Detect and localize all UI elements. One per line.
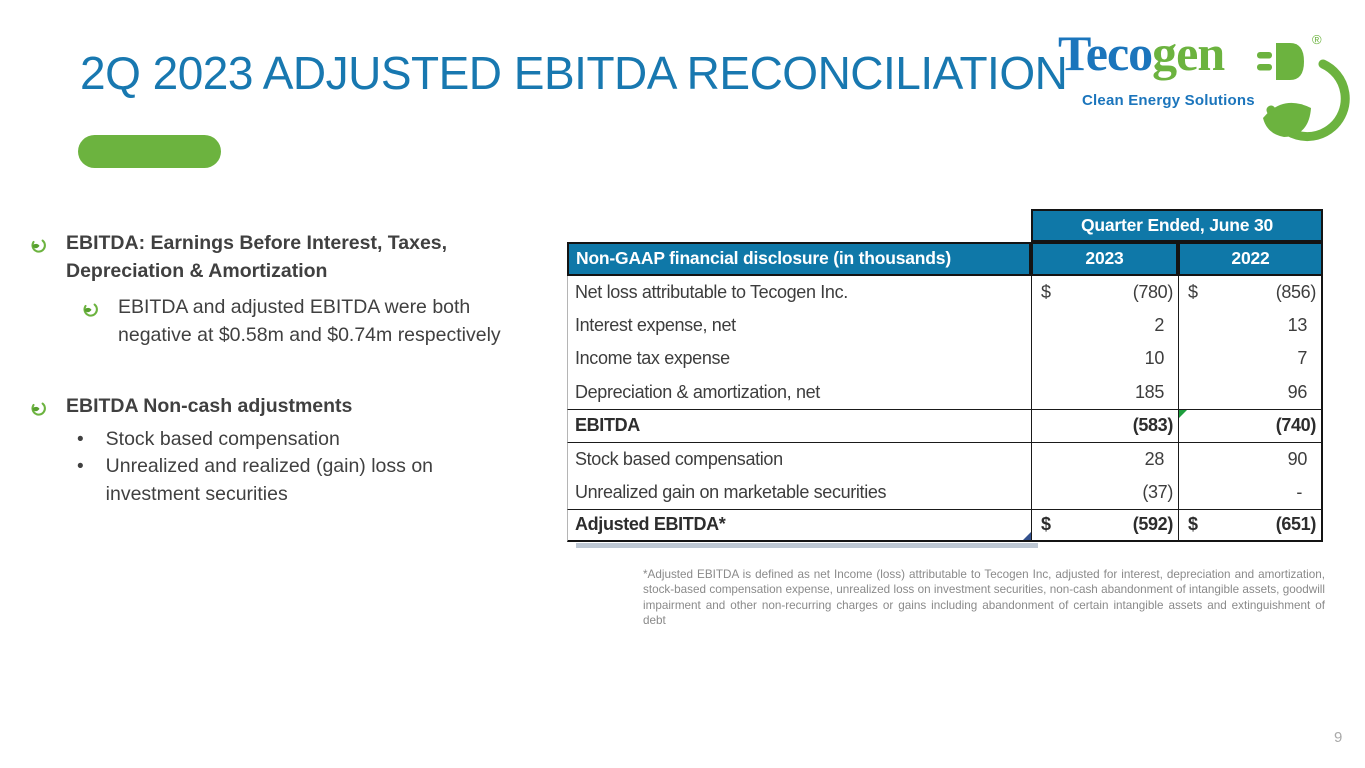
- page-number: 9: [1334, 729, 1343, 746]
- bullet-item: • Unrealized and realized (gain) loss on …: [77, 453, 550, 508]
- logo-wordmark-green: gen: [1152, 25, 1225, 81]
- bullet-item: EBITDA Non-cash adjustments: [30, 393, 550, 426]
- leaf-bullet-icon: [30, 235, 47, 263]
- table-value-cell-2023: $ (592): [1031, 508, 1178, 542]
- dollar-sign: $: [1041, 281, 1051, 302]
- footnote: *Adjusted EBITDA is defined as net Incom…: [643, 568, 1325, 627]
- table-value-cell-2022: (740): [1178, 408, 1323, 443]
- cell-corner-marker-green: [1179, 409, 1187, 418]
- table-row-header: Non-GAAP financial disclosure (in thousa…: [567, 242, 1031, 276]
- logo-tagline: Clean Energy Solutions: [1082, 92, 1255, 109]
- table-value: 2: [1154, 315, 1164, 336]
- table-value-cell-2023: 185: [1031, 375, 1178, 409]
- bullet-text: EBITDA and adjusted EBITDA were both neg…: [118, 296, 501, 346]
- table-value-cell-2023: $ (780): [1031, 275, 1178, 309]
- table-value: 96: [1287, 381, 1308, 402]
- bullet-text: Stock based compensation: [105, 427, 340, 450]
- bullet-text: EBITDA: Earnings Before Interest, Taxes,…: [66, 232, 448, 282]
- bullet-item: EBITDA: Earnings Before Interest, Taxes,…: [30, 230, 550, 285]
- table-value: 90: [1287, 448, 1308, 469]
- table-bottom-shadow: [576, 543, 1038, 548]
- financial-table: Quarter Ended, June 30 Non-GAAP financia…: [567, 209, 1327, 548]
- table-spacer-cell: [567, 209, 1031, 243]
- table-value: 7: [1297, 348, 1307, 369]
- dollar-sign: $: [1041, 514, 1051, 535]
- table-value-cell-2023: 2: [1031, 308, 1178, 343]
- table-value: 28: [1144, 448, 1165, 469]
- plug-leaf-logo-icon: ®: [1256, 28, 1359, 151]
- dollar-sign: $: [1188, 514, 1198, 535]
- table-row-label: Interest expense, net: [567, 308, 1031, 343]
- table-row-label: Unrealized gain on marketable securities: [567, 475, 1031, 509]
- table-value: -: [1296, 481, 1302, 502]
- dot-bullet-icon: •: [77, 428, 84, 450]
- table-value-cell-2023: (583): [1031, 408, 1178, 443]
- page-title: 2Q 2023 ADJUSTED EBITDA RECONCILIATION: [80, 47, 1068, 99]
- table-value: 10: [1144, 348, 1165, 369]
- bullet-text: Unrealized and realized (gain) loss on i…: [105, 455, 434, 505]
- table-row-label: Income tax expense: [567, 342, 1031, 376]
- cell-corner-marker-blue: [1023, 531, 1031, 540]
- table-col-header-2022: 2022: [1178, 242, 1323, 276]
- table-col-header-2023: 2023: [1031, 242, 1178, 276]
- table-value: (740): [1275, 415, 1317, 436]
- leaf-bullet-icon: [30, 398, 47, 426]
- table-value: (583): [1132, 415, 1174, 436]
- table-value: (780): [1132, 281, 1174, 302]
- logo-wordmark-blue: Teco: [1058, 25, 1153, 81]
- table-value-cell-2022: $ (651): [1178, 508, 1323, 542]
- table-row-label: Net loss attributable to Tecogen Inc.: [567, 275, 1031, 309]
- leaf-bullet-icon: [82, 299, 99, 327]
- svg-text:®: ®: [1312, 32, 1322, 47]
- bullet-text: EBITDA Non-cash adjustments: [66, 395, 353, 417]
- bullet-item: EBITDA and adjusted EBITDA were both neg…: [82, 294, 550, 349]
- bullet-item: • Stock based compensation: [77, 426, 550, 454]
- table-row-label: EBITDA: [567, 408, 1031, 443]
- table-value-cell-2022: -: [1178, 475, 1323, 509]
- table-value: (592): [1132, 514, 1174, 535]
- table-value-cell-2022: 90: [1178, 442, 1323, 476]
- logo-text-column: Tecogen Clean Energy Solutions: [1058, 26, 1255, 109]
- table-value: (651): [1275, 514, 1317, 535]
- table-span-header: Quarter Ended, June 30: [1031, 209, 1323, 243]
- table-value-cell-2022: 96: [1178, 375, 1323, 409]
- table-value-cell-2023: 10: [1031, 342, 1178, 376]
- table-value: (856): [1275, 281, 1317, 302]
- table-value: 185: [1135, 381, 1164, 402]
- table-value: 13: [1287, 315, 1308, 336]
- logo-wordmark: Tecogen: [1058, 26, 1255, 80]
- table-value-cell-2022: 7: [1178, 342, 1323, 376]
- dot-bullet-icon: •: [77, 456, 84, 477]
- accent-bar: [78, 135, 221, 168]
- table-row-label: Adjusted EBITDA*: [567, 508, 1031, 542]
- table-row-label: Stock based compensation: [567, 442, 1031, 476]
- dollar-sign: $: [1188, 281, 1198, 302]
- table-value-cell-2023: 28: [1031, 442, 1178, 476]
- financial-table-grid: Quarter Ended, June 30 Non-GAAP financia…: [567, 209, 1327, 548]
- table-value-cell-2023: (37): [1031, 475, 1178, 509]
- table-value: (37): [1142, 481, 1173, 502]
- table-value-cell-2022: $ (856): [1178, 275, 1323, 309]
- table-row-label: Depreciation & amortization, net: [567, 375, 1031, 409]
- table-value-cell-2022: 13: [1178, 308, 1323, 343]
- tecogen-logo: Tecogen Clean Energy Solutions ®: [1058, 26, 1359, 151]
- bullet-list: EBITDA: Earnings Before Interest, Taxes,…: [30, 230, 550, 508]
